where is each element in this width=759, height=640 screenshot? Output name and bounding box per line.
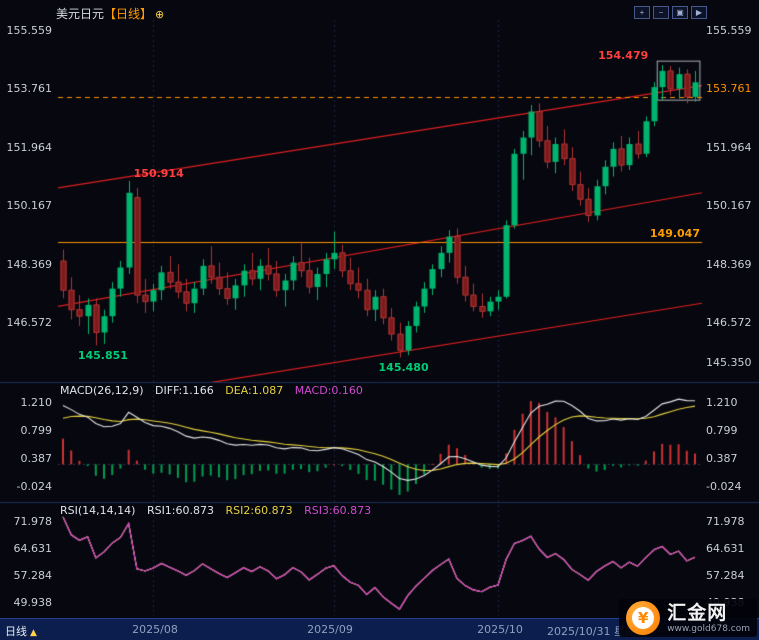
logo-text: 汇金网 www.gold678.com bbox=[667, 601, 750, 634]
price-axis-label-left: 153.761 bbox=[6, 82, 53, 96]
gold-coin-icon: ¥ bbox=[626, 601, 661, 635]
price-axis-label-right: 148.369 bbox=[706, 257, 752, 271]
price-axis-label-right: 150.167 bbox=[706, 199, 752, 213]
price-axis-label-right: 155.559 bbox=[706, 24, 752, 37]
price-axis-label-right: 146.572 bbox=[706, 316, 752, 329]
macd-axis-label-left: 0.387 bbox=[20, 452, 53, 465]
rsi1-value: RSI1:60.873 bbox=[146, 504, 215, 517]
macd-header: MACD(26,12,9) DIFF:1.166 DEA:1.087 MACD:… bbox=[60, 384, 371, 397]
macd-axis-label-left: 1.210 bbox=[20, 396, 53, 409]
annotation-swing-low: 145.480 bbox=[378, 361, 429, 375]
date-label: 2025/09 bbox=[307, 623, 353, 636]
annotation-swing-high: 150.914 bbox=[133, 166, 184, 180]
coin-glyph: ¥ bbox=[632, 607, 655, 629]
rsi-header: RSI(14,14,14) RSI1:60.873 RSI2:60.873 RS… bbox=[60, 504, 379, 517]
period-tag: 【日线】 bbox=[104, 7, 153, 21]
macd-dea-value: DEA:1.087 bbox=[225, 384, 284, 397]
price-axis-label-left: 146.572 bbox=[6, 316, 53, 329]
rsi-axis-label-left: 49.938 bbox=[13, 596, 53, 609]
logo-name: 汇金网 bbox=[667, 601, 728, 624]
zoom-out-button[interactable]: − bbox=[653, 6, 669, 19]
timeframe-selector[interactable]: 日线 ▲ bbox=[5, 623, 37, 639]
rsi-axis-label-right: 71.978 bbox=[706, 515, 745, 528]
rsi-params-label: RSI(14,14,14) bbox=[60, 504, 136, 517]
rsi-axis-label-left: 64.631 bbox=[13, 542, 53, 555]
rsi-axis-label-left: 71.978 bbox=[13, 515, 53, 528]
macd-macd-value: MACD:0.160 bbox=[294, 384, 363, 397]
chart-toolbar: + − ▣ ▶ bbox=[634, 6, 707, 19]
price-axis-label-left: 150.167 bbox=[6, 199, 53, 213]
horizontal-line-price-label: 149.047 bbox=[649, 226, 700, 240]
date-label: 2025/10 bbox=[477, 623, 523, 636]
macd-params-label: MACD(26,12,9) bbox=[60, 384, 144, 397]
price-axis-label-left: 155.559 bbox=[6, 24, 53, 37]
price-axis-label-left: 148.369 bbox=[6, 257, 53, 271]
rsi-axis-label-left: 57.284 bbox=[13, 569, 53, 582]
symbol-name: 美元日元 bbox=[56, 7, 105, 21]
annotation-swing-low: 145.851 bbox=[77, 349, 128, 363]
timeframe-label: 日线 bbox=[5, 625, 27, 638]
site-logo[interactable]: ¥ 汇金网 www.gold678.com bbox=[619, 599, 757, 637]
rsi3-value: RSI3:60.873 bbox=[304, 504, 372, 517]
restore-view-button[interactable]: ▣ bbox=[672, 6, 688, 19]
macd-diff-value: DIFF:1.166 bbox=[155, 384, 214, 397]
macd-axis-label-right: 0.799 bbox=[706, 424, 738, 437]
rsi2-value: RSI2:60.873 bbox=[225, 504, 293, 517]
macd-axis-label-left: -0.024 bbox=[16, 480, 52, 493]
logo-url: www.gold678.com bbox=[667, 623, 750, 634]
date-label: 2025/08 bbox=[132, 623, 178, 636]
price-axis-label-left: 151.964 bbox=[6, 140, 53, 154]
up-triangle-icon: ▲ bbox=[30, 628, 37, 638]
price-axis-label-right: 151.964 bbox=[706, 140, 752, 154]
macd-axis-label-right: 1.210 bbox=[706, 396, 738, 409]
chart-title: 美元日元【日线】 ⊕ bbox=[56, 5, 164, 22]
rsi-axis-label-right: 64.631 bbox=[706, 542, 745, 555]
price-axis-label-right: 153.761 bbox=[706, 82, 752, 96]
macd-axis-label-right: 0.387 bbox=[706, 452, 738, 465]
macd-axis-label-right: -0.024 bbox=[706, 480, 742, 493]
macd-axis-label-left: 0.799 bbox=[20, 424, 53, 437]
zoom-in-button[interactable]: + bbox=[634, 6, 650, 19]
price-axis-label-right: 145.350 bbox=[706, 355, 752, 369]
add-indicator-icon[interactable]: ⊕ bbox=[155, 8, 165, 21]
rsi-axis-label-right: 57.284 bbox=[706, 569, 745, 582]
scroll-right-button[interactable]: ▶ bbox=[691, 6, 707, 19]
annotation-swing-high: 154.479 bbox=[598, 49, 649, 63]
